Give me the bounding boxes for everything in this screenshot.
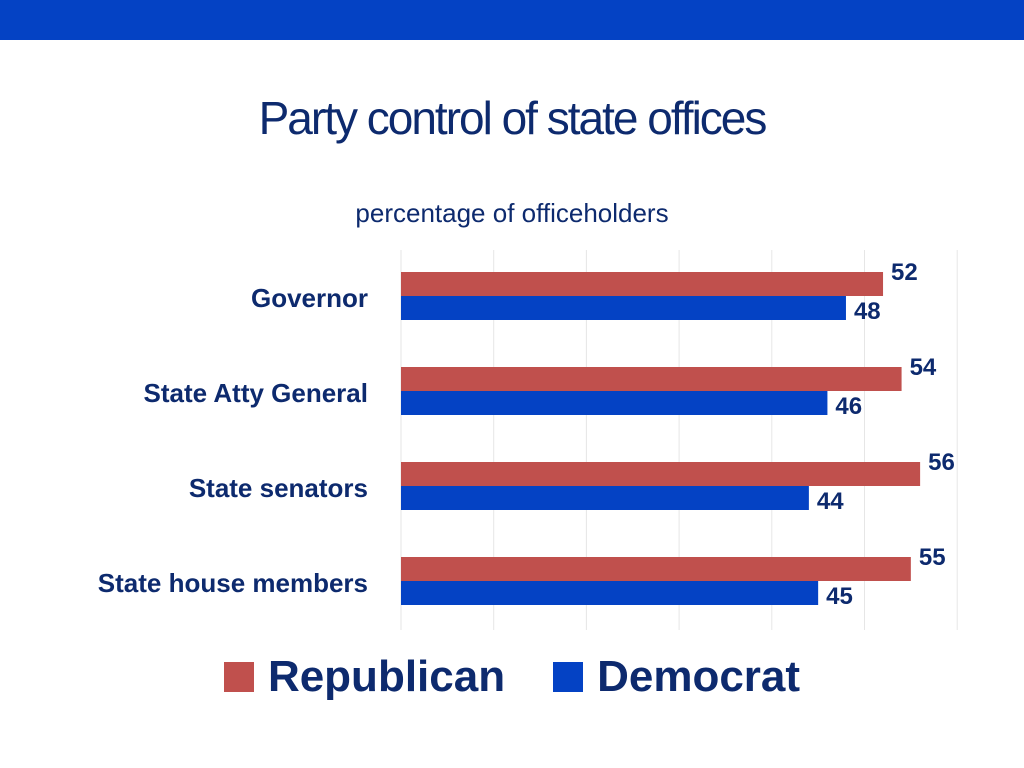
bar-republican-governor	[401, 272, 884, 296]
value-label-democrat-state-atty-general: 46	[835, 393, 862, 420]
category-label-state-atty-general: State Atty General	[144, 378, 368, 408]
category-label-state-house-members: State house members	[98, 568, 368, 598]
legend-item-republican: Republican	[223, 652, 506, 702]
bar-democrat-state-senators	[401, 486, 809, 510]
bar-chart: Governor 52 48 State Atty General 54 46 State …	[98, 250, 958, 630]
bar-democrat-state-house-members	[401, 581, 819, 605]
legend-label-democrat: Democrat	[597, 652, 801, 701]
bar-democrat-governor	[401, 296, 846, 320]
value-label-republican-state-house-members: 55	[919, 544, 946, 571]
legend-swatch-democrat	[553, 662, 584, 692]
chart-subtitle: percentage of officeholders	[355, 198, 669, 228]
value-label-republican-state-senators: 56	[928, 449, 955, 476]
legend-item-democrat: Democrat	[553, 652, 800, 702]
legend-swatch-republican	[223, 662, 254, 692]
value-label-republican-governor: 52	[891, 259, 918, 286]
bar-republican-state-senators	[401, 462, 921, 486]
legend: Republican Democrat	[0, 652, 1024, 702]
top-banner	[0, 0, 1024, 40]
category-label-governor: Governor	[251, 283, 368, 313]
legend-label-republican: Republican	[267, 652, 506, 701]
bar-democrat-state-atty-general	[401, 391, 828, 415]
value-label-democrat-state-senators: 44	[817, 488, 844, 515]
value-label-republican-state-atty-general: 54	[910, 354, 937, 381]
category-label-state-senators: State senators	[189, 473, 368, 503]
bar-republican-state-atty-general	[401, 367, 902, 391]
bar-republican-state-house-members	[401, 557, 911, 581]
value-label-democrat-governor: 48	[854, 298, 881, 325]
page-title: Party control of state offices	[258, 92, 768, 144]
value-label-democrat-state-house-members: 45	[826, 583, 853, 610]
